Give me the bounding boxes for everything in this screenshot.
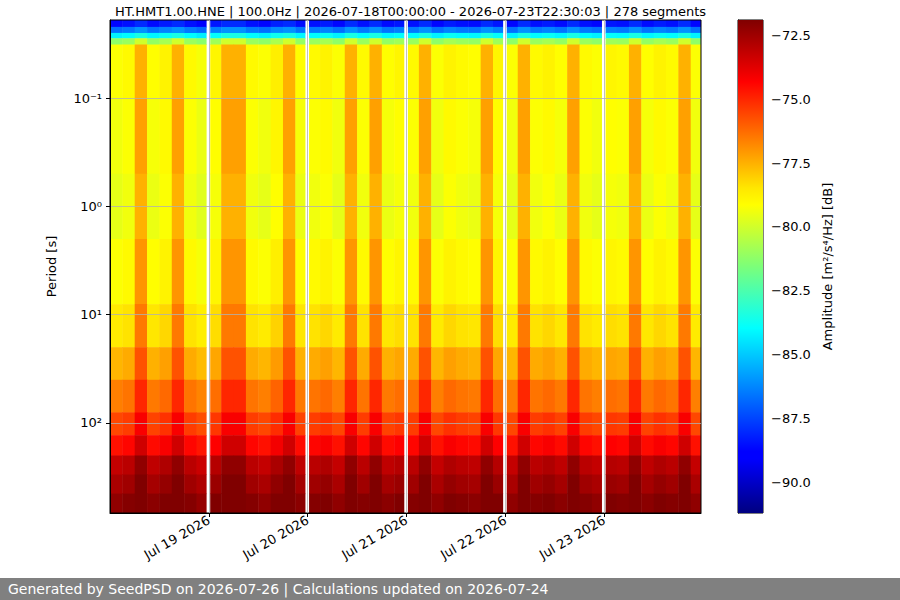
svg-text:Amplitude [m²/s⁴/Hz] [dB]: Amplitude [m²/s⁴/Hz] [dB] [820, 183, 835, 351]
svg-text:Jul 19 2026: Jul 19 2026 [141, 513, 213, 563]
svg-text:10¹: 10¹ [80, 307, 102, 322]
svg-text:10⁻¹: 10⁻¹ [73, 91, 102, 106]
svg-text:−82.5: −82.5 [771, 283, 811, 298]
svg-text:Jul 22 2026: Jul 22 2026 [437, 513, 509, 563]
svg-text:−80.0: −80.0 [771, 219, 811, 234]
svg-text:Jul 23 2026: Jul 23 2026 [536, 513, 608, 563]
svg-text:−87.5: −87.5 [771, 411, 811, 426]
svg-text:−77.5: −77.5 [771, 156, 811, 171]
svg-text:10⁰: 10⁰ [80, 199, 102, 214]
svg-text:Jul 21 2026: Jul 21 2026 [338, 513, 410, 563]
svg-text:−72.5: −72.5 [771, 28, 811, 43]
svg-text:−85.0: −85.0 [771, 347, 811, 362]
svg-text:Jul 20 2026: Jul 20 2026 [239, 513, 311, 563]
svg-text:10²: 10² [80, 415, 102, 430]
svg-text:−90.0: −90.0 [771, 475, 811, 490]
svg-text:Period [s]: Period [s] [44, 236, 59, 298]
svg-text:Generated by SeedPSD on 2026-0: Generated by SeedPSD on 2026-07-26 | Cal… [8, 581, 549, 598]
svg-text:HT.HMT1.00.HNE | 100.0Hz | 202: HT.HMT1.00.HNE | 100.0Hz | 2026-07-18T00… [115, 4, 706, 19]
svg-text:−75.0: −75.0 [771, 92, 811, 107]
